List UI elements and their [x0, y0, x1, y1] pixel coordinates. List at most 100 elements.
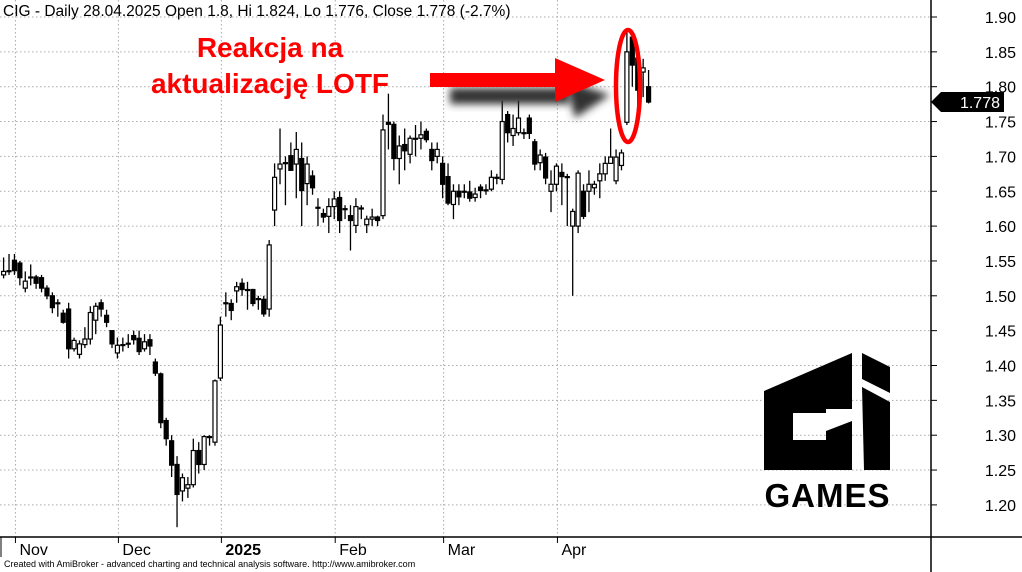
candle	[28, 264, 34, 286]
candle-body-down	[337, 196, 343, 222]
candle-body-down	[261, 298, 267, 315]
candle	[580, 184, 587, 220]
candle	[266, 240, 272, 317]
candle-body-up	[407, 137, 413, 155]
candle-body-down	[158, 373, 164, 424]
candle	[288, 142, 294, 171]
candle-body-down	[374, 216, 381, 222]
candle-body-up	[586, 183, 592, 192]
candle	[602, 156, 608, 181]
y-tick-label: 1.30	[985, 428, 1016, 445]
candle	[645, 69, 652, 104]
candle-body-up	[624, 51, 630, 123]
candle	[217, 316, 223, 381]
candle-body-up	[255, 297, 261, 301]
candle	[510, 114, 516, 146]
candle	[570, 208, 576, 296]
candle-body-down	[402, 143, 408, 152]
candle	[38, 274, 45, 293]
candle-body-down	[152, 361, 158, 374]
candle	[147, 334, 153, 356]
candle-body-up	[331, 198, 337, 208]
candle-body-down	[196, 449, 202, 466]
candle	[380, 114, 386, 220]
candle-body-up	[548, 183, 554, 192]
candle	[342, 205, 348, 220]
candle-body-down	[347, 215, 354, 222]
candle	[537, 149, 543, 171]
candle-body-down	[17, 262, 23, 279]
candle	[423, 128, 429, 143]
candle	[385, 93, 392, 150]
y-tick-label: 1.70	[985, 149, 1016, 166]
candle-body-up	[608, 156, 614, 164]
candle	[131, 330, 137, 345]
candle-body-up	[223, 302, 229, 305]
y-tick-label: 1.40	[985, 359, 1016, 376]
candle-body-down	[163, 419, 169, 440]
candle-body-up	[272, 176, 278, 211]
candle-body-up	[434, 148, 440, 157]
candle-body-down	[131, 334, 137, 341]
candle	[169, 435, 175, 478]
candle	[250, 288, 256, 307]
candle	[234, 281, 240, 303]
candle-body-up	[282, 162, 289, 165]
ci-games-logo	[764, 353, 890, 470]
y-tick-label: 1.90	[985, 10, 1016, 27]
x-tick-label: Apr	[561, 542, 587, 559]
candle	[190, 438, 196, 488]
annotation-line-1: Reakcja na	[196, 32, 344, 63]
candle-body-up	[553, 165, 560, 185]
x-tick-label: 2025	[225, 542, 261, 559]
candle-body-down	[559, 171, 565, 178]
candle	[223, 292, 229, 317]
last-price-tag	[931, 92, 1004, 113]
highlight-ellipse	[613, 27, 643, 145]
candle	[364, 215, 370, 234]
candle	[272, 163, 278, 227]
candle-body-down	[60, 312, 66, 323]
candle	[618, 149, 625, 171]
candle	[315, 198, 321, 227]
candle-body-down	[228, 302, 234, 312]
candle-body-down	[456, 190, 462, 198]
footer-credit: Created with AmiBroker - advanced charti…	[4, 559, 416, 569]
candle-body-up	[564, 176, 570, 179]
candle-body-down	[66, 308, 72, 350]
x-tick-label: Nov	[19, 542, 47, 559]
candle	[488, 170, 494, 192]
candle	[11, 253, 18, 275]
candle	[206, 435, 213, 446]
candle-body-up	[315, 206, 321, 209]
candle	[358, 205, 364, 220]
y-tick-label: 1.55	[985, 254, 1016, 271]
candle	[277, 128, 283, 185]
candle-body-down	[49, 295, 55, 309]
candle	[450, 184, 457, 220]
candle-body-down	[645, 86, 652, 103]
candle	[304, 156, 310, 206]
candle-body-down	[385, 121, 392, 125]
candle-body-up	[304, 163, 310, 185]
candle	[60, 309, 66, 324]
candle-body-up	[206, 435, 213, 439]
candle	[597, 163, 603, 199]
candle-body-up	[515, 117, 522, 134]
candle	[244, 281, 251, 310]
candle	[429, 142, 435, 171]
candle	[353, 198, 359, 234]
logo-games-text: GAMES	[764, 477, 891, 514]
y-tick-label: 1.60	[985, 219, 1016, 236]
candle	[114, 337, 121, 359]
candle	[33, 274, 39, 289]
candle	[87, 306, 93, 345]
candle	[109, 330, 115, 349]
candle	[44, 285, 50, 300]
candle	[309, 170, 316, 195]
candle	[586, 170, 592, 213]
candle-body-up	[358, 207, 364, 210]
candle	[532, 138, 538, 171]
candle-body-up	[326, 205, 332, 217]
